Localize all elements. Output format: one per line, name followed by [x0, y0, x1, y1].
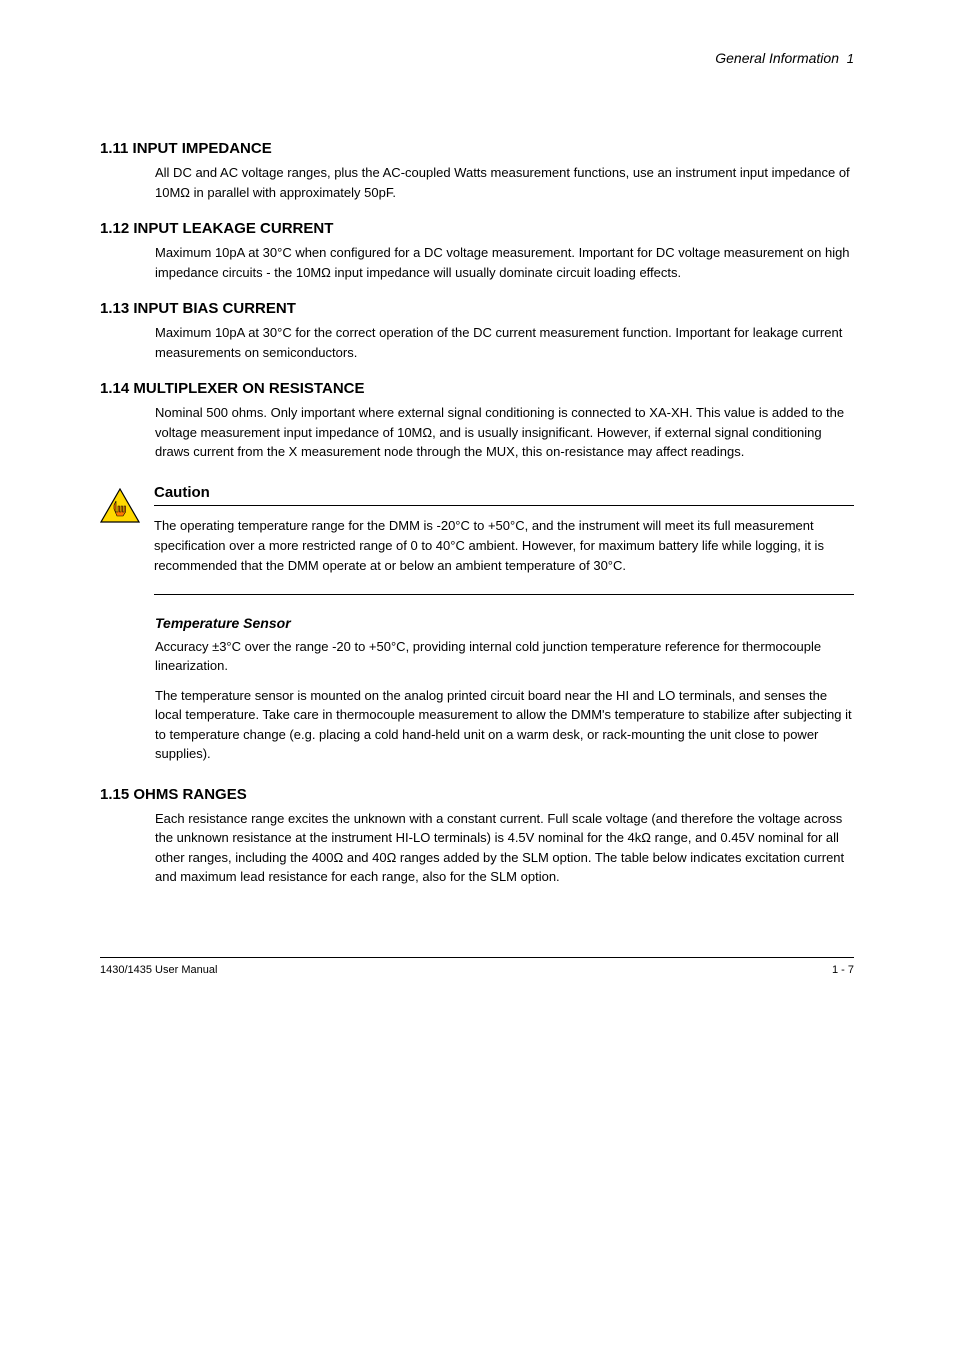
text-mux: Nominal 500 ohms. Only important where e… — [155, 403, 854, 462]
footer-left: 1430/1435 User Manual — [100, 964, 217, 976]
caution-content: Caution The operating temperature range … — [154, 484, 854, 595]
title-ohms: 1.15 OHMS RANGES — [100, 786, 854, 803]
text-temp-sensor-2: The temperature sensor is mounted on the… — [155, 686, 854, 764]
subtitle-temp-sensor: Temperature Sensor — [155, 615, 854, 631]
body-ohms: Each resistance range excites the unknow… — [155, 809, 854, 887]
title-mux: 1.14 MULTIPLEXER ON RESISTANCE — [100, 380, 854, 397]
footer-right: 1 - 7 — [832, 964, 854, 976]
page-content: 1.11 INPUT IMPEDANCE All DC and AC volta… — [100, 140, 854, 887]
section-mux: 1.14 MULTIPLEXER ON RESISTANCE Nominal 5… — [100, 380, 854, 462]
text-input-leakage: Maximum 10pA at 30°C when configured for… — [155, 243, 854, 282]
body-mux: Nominal 500 ohms. Only important where e… — [155, 403, 854, 462]
section-ohms: 1.15 OHMS RANGES Each resistance range e… — [100, 786, 854, 887]
caution-label: Caution — [154, 484, 854, 501]
title-input-bias: 1.13 INPUT BIAS CURRENT — [100, 300, 854, 317]
caution-block: Caution The operating temperature range … — [100, 484, 854, 595]
body-input-bias: Maximum 10pA at 30°C for the correct ope… — [155, 323, 854, 362]
title-input-impedance: 1.11 INPUT IMPEDANCE — [100, 140, 854, 157]
body-temp-sensor: Accuracy ±3°C over the range -20 to +50°… — [155, 637, 854, 764]
section-input-leakage: 1.12 INPUT LEAKAGE CURRENT Maximum 10pA … — [100, 220, 854, 282]
header-section-title: General Information 1 — [715, 50, 854, 66]
text-input-bias: Maximum 10pA at 30°C for the correct ope… — [155, 323, 854, 362]
caution-text: The operating temperature range for the … — [154, 505, 854, 595]
text-input-impedance: All DC and AC voltage ranges, plus the A… — [155, 163, 854, 202]
text-temp-sensor-1: Accuracy ±3°C over the range -20 to +50°… — [155, 637, 854, 676]
body-input-leakage: Maximum 10pA at 30°C when configured for… — [155, 243, 854, 282]
caution-icon — [100, 488, 140, 529]
section-input-impedance: 1.11 INPUT IMPEDANCE All DC and AC volta… — [100, 140, 854, 202]
text-ohms: Each resistance range excites the unknow… — [155, 809, 854, 887]
section-input-bias: 1.13 INPUT BIAS CURRENT Maximum 10pA at … — [100, 300, 854, 362]
header-title-text: General Information — [715, 50, 839, 66]
body-input-impedance: All DC and AC voltage ranges, plus the A… — [155, 163, 854, 202]
page-footer: 1430/1435 User Manual 1 - 7 — [100, 957, 854, 976]
header-page-num: 1 — [847, 51, 854, 66]
title-input-leakage: 1.12 INPUT LEAKAGE CURRENT — [100, 220, 854, 237]
